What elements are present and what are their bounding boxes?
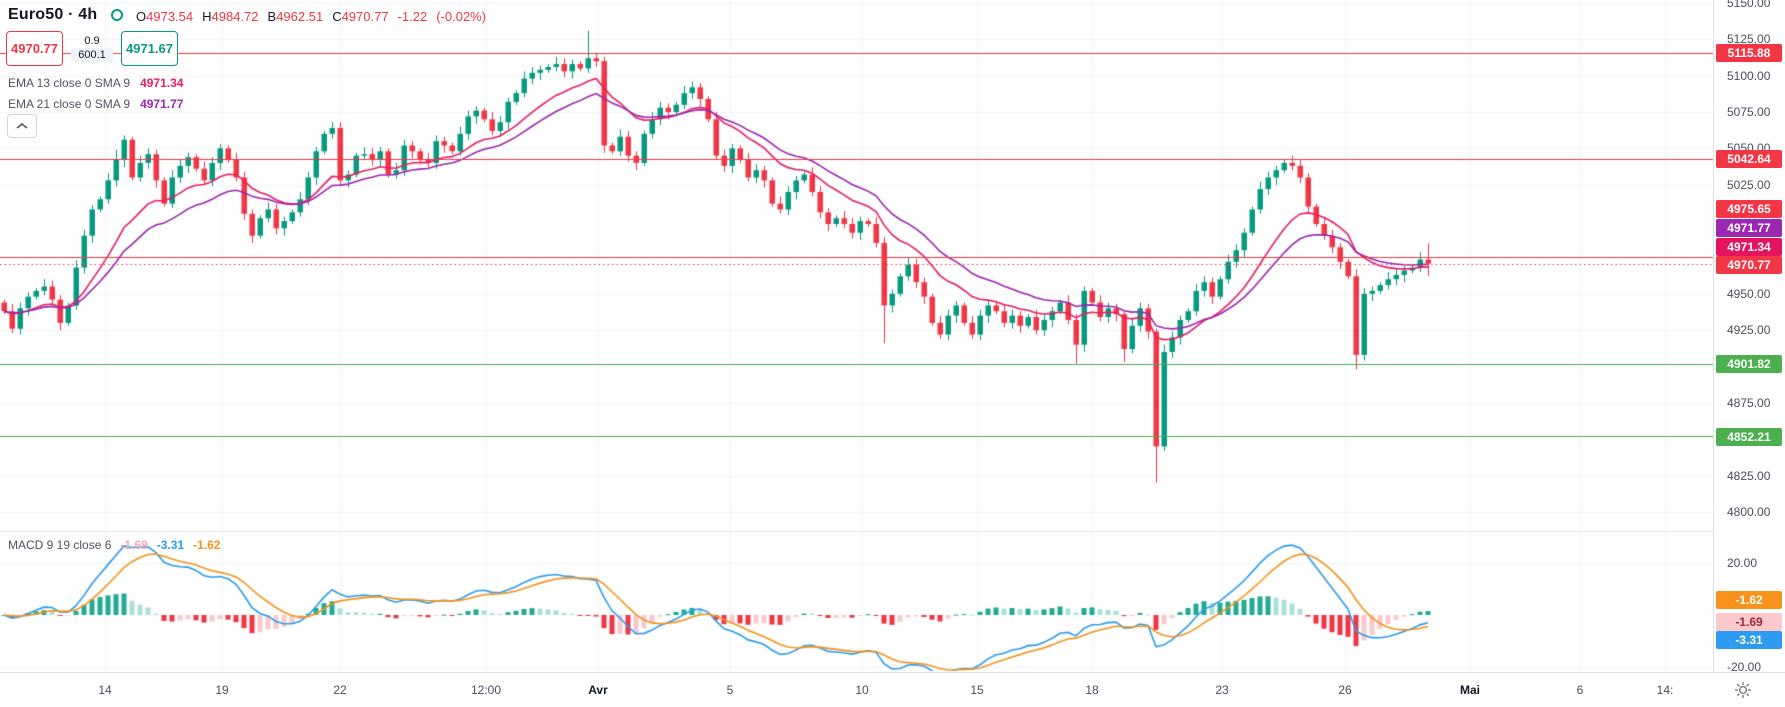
price-tick-label: 5125.00 — [1727, 32, 1771, 47]
price-tick-label: 4950.00 — [1727, 286, 1771, 301]
macd-hist-value: -1.69 — [120, 538, 148, 552]
indicator-row-ema21: EMA 21 close 0 SMA 9 4971.77 — [8, 97, 183, 111]
buy-button[interactable]: 4971.67 — [121, 31, 178, 66]
time-tick-label: 19 — [215, 683, 229, 697]
macd-legend-row: MACD 9 19 close 6 -1.69 -3.31 -1.62 — [8, 538, 220, 552]
ohlc-high: H4984.72 — [202, 9, 259, 24]
axis-price-badge: 5042.64 — [1716, 150, 1782, 168]
time-tick-label: 18 — [1085, 683, 1099, 697]
indicator-row-ema13: EMA 13 close 0 SMA 9 4971.34 — [8, 76, 183, 90]
macd-signal-value: -1.62 — [193, 538, 221, 552]
time-tick-label: Mai — [1459, 683, 1481, 697]
price-tick-label: 4925.00 — [1727, 323, 1771, 338]
macd-line-value: -3.31 — [156, 538, 185, 552]
axis-price-badge: 5115.88 — [1716, 44, 1782, 62]
axis-price-badge: 4970.77 — [1716, 256, 1782, 274]
axis-price-badge: -3.31 — [1716, 631, 1782, 649]
ohlc-row: O4973.54 H4984.72 B4962.51 C4970.77 -1.2… — [136, 9, 486, 24]
time-tick-label: 15 — [970, 683, 984, 697]
axis-price-badge: 4971.77 — [1716, 219, 1782, 237]
price-tick-label: 5100.00 — [1727, 68, 1771, 83]
price-tick-label: 4825.00 — [1727, 468, 1771, 483]
spread-column: 0.9 600.1 — [63, 31, 121, 66]
ohlc-close: C4970.77 — [332, 9, 389, 24]
symbol-header: Euro50 · 4h — [8, 6, 124, 24]
symbol-title[interactable]: Euro50 · 4h — [8, 6, 98, 23]
price-scale[interactable]: 5150.00 5125.00 5100.00 5075.00 5050.00 5025.… — [1713, 0, 1785, 674]
indicator-value: 4971.34 — [140, 76, 184, 90]
indicator-label[interactable]: EMA 13 close 0 SMA 9 — [8, 76, 131, 90]
price-tick-label: 5150.00 — [1727, 0, 1771, 10]
macd-tick-label: -20.00 — [1727, 660, 1762, 674]
macd-tick-label: 20.00 — [1727, 556, 1758, 570]
volume-value: 600.1 — [71, 48, 113, 62]
price-tick-label: 5075.00 — [1727, 105, 1771, 120]
axis-price-badge: 4975.65 — [1716, 200, 1782, 218]
spread-value: 0.9 — [84, 35, 100, 47]
market-status-icon — [111, 9, 124, 21]
time-tick-label: 14: — [1656, 683, 1674, 697]
price-tick-label: 5025.00 — [1727, 177, 1771, 192]
trade-panel: 4970.77 0.9 600.1 4971.67 — [6, 31, 178, 66]
axis-price-badge: 4852.21 — [1716, 428, 1782, 446]
time-tick-label: 5 — [726, 683, 734, 697]
axis-price-badge: -1.69 — [1716, 613, 1782, 631]
axis-price-badge: -1.62 — [1716, 591, 1782, 609]
chevron-up-icon — [16, 122, 28, 129]
collapse-indicators-button[interactable] — [7, 114, 37, 138]
macd-label[interactable]: MACD 9 19 close 6 — [8, 538, 112, 552]
time-tick-label: 26 — [1338, 683, 1352, 697]
price-tick-label: 4800.00 — [1727, 504, 1771, 519]
axis-price-badge: 4971.34 — [1716, 238, 1782, 256]
time-scale[interactable]: 14 19 22 12:00 Avr 5 10 15 18 23 26 Mai 6 14: — [0, 672, 1785, 707]
time-tick-label: 12:00 — [470, 683, 502, 697]
price-tick-label: 4875.00 — [1727, 395, 1771, 410]
time-tick-label: 10 — [855, 683, 869, 697]
price-change: -1.22 — [397, 9, 428, 24]
time-tick-label: Avr — [588, 683, 608, 697]
price-change-percent: (-0.02%) — [436, 9, 487, 24]
axis-price-badge: 4901.82 — [1716, 355, 1782, 373]
time-tick-label: 14 — [98, 683, 112, 697]
ohlc-open: O4973.54 — [136, 9, 194, 24]
sell-button[interactable]: 4970.77 — [6, 31, 63, 66]
timezone-settings-gear-icon[interactable] — [1734, 681, 1752, 699]
time-tick-label: 23 — [1215, 683, 1229, 697]
indicator-label[interactable]: EMA 21 close 0 SMA 9 — [8, 97, 131, 111]
indicator-value: 4971.77 — [140, 97, 184, 111]
time-tick-label: 6 — [1576, 683, 1584, 697]
time-tick-label: 22 — [333, 683, 347, 697]
ohlc-low: B4962.51 — [267, 9, 324, 24]
